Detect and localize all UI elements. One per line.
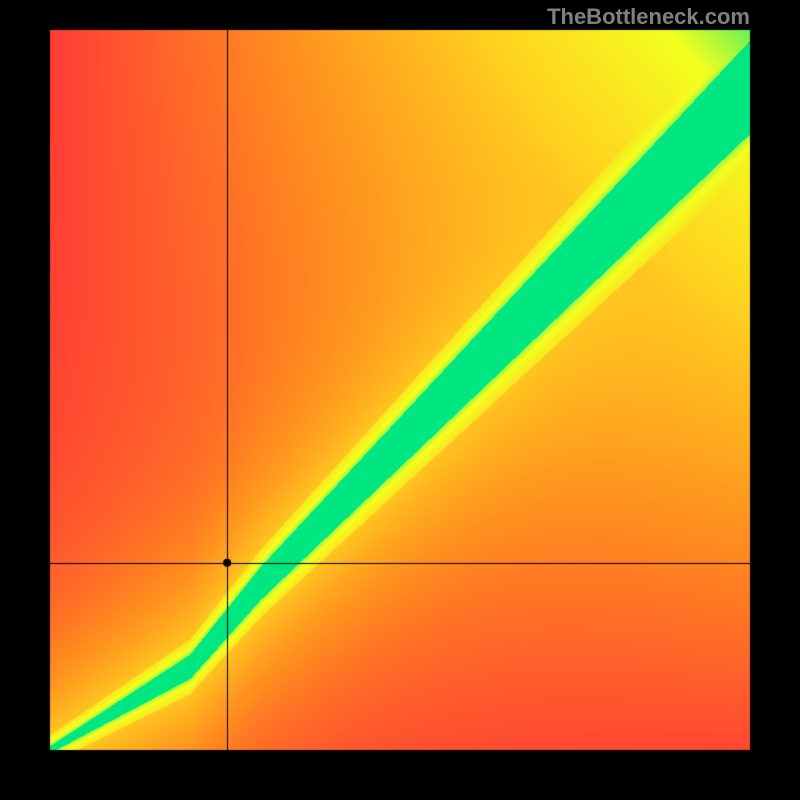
bottleneck-heatmap (0, 0, 800, 800)
watermark-label: TheBottleneck.com (547, 4, 750, 30)
